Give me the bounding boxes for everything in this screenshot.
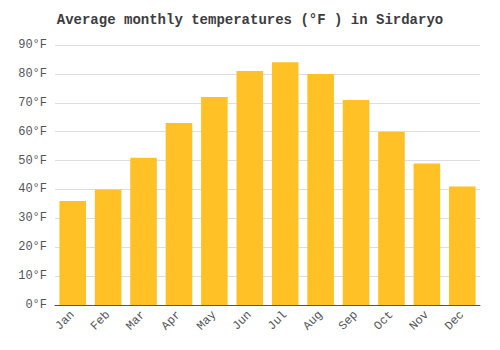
svg-text:80°F: 80°F bbox=[18, 67, 47, 81]
svg-text:0°F: 0°F bbox=[25, 298, 47, 312]
svg-text:30°F: 30°F bbox=[18, 211, 47, 225]
svg-text:May: May bbox=[194, 308, 219, 333]
svg-text:Aug: Aug bbox=[300, 308, 325, 333]
svg-text:Feb: Feb bbox=[88, 308, 113, 333]
svg-text:90°F: 90°F bbox=[18, 38, 47, 52]
svg-text:Sep: Sep bbox=[336, 308, 361, 333]
svg-text:Oct: Oct bbox=[371, 308, 396, 333]
svg-text:20°F: 20°F bbox=[18, 240, 47, 254]
svg-text:70°F: 70°F bbox=[18, 96, 47, 110]
svg-text:50°F: 50°F bbox=[18, 154, 47, 168]
svg-text:Apr: Apr bbox=[159, 308, 184, 333]
svg-text:Jun: Jun bbox=[230, 308, 255, 333]
svg-text:Mar: Mar bbox=[123, 308, 148, 333]
svg-text:40°F: 40°F bbox=[18, 182, 47, 196]
svg-text:Nov: Nov bbox=[407, 308, 432, 333]
svg-text:Jan: Jan bbox=[53, 308, 78, 333]
svg-text:Jul: Jul bbox=[265, 308, 290, 333]
svg-text:Average monthly temperatures (: Average monthly temperatures (°F ) in Si… bbox=[57, 12, 443, 28]
svg-text:Dec: Dec bbox=[442, 308, 467, 333]
svg-text:60°F: 60°F bbox=[18, 125, 47, 139]
svg-text:10°F: 10°F bbox=[18, 269, 47, 283]
